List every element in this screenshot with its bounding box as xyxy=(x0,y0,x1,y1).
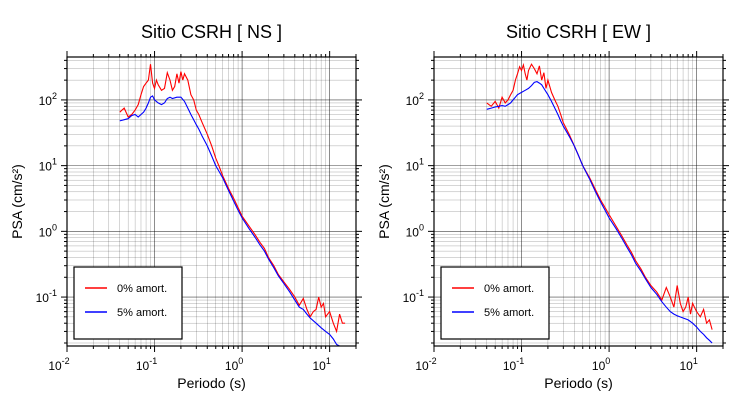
y-tick-label: 102 xyxy=(406,91,424,108)
legend: 0% amort. 5% amort. xyxy=(73,266,183,340)
x-tick-label: 100 xyxy=(592,356,610,373)
y-tick-label: 10-1 xyxy=(36,288,57,305)
axis-ticks: 10-2 10-1 100 101 10-1 100 101 102 xyxy=(403,51,729,373)
series-line-damped xyxy=(486,81,713,344)
x-tick-label: 10-2 xyxy=(48,356,69,373)
chart-title: Sitio CSRH [ EW ] xyxy=(506,22,651,42)
x-tick-label: 101 xyxy=(312,356,330,373)
y-tick-label: 100 xyxy=(39,222,57,239)
x-tick-label: 101 xyxy=(679,356,697,373)
plot-frame xyxy=(66,56,357,347)
legend-label: 0% amort. xyxy=(484,283,534,295)
y-tick-label: 101 xyxy=(39,157,57,174)
x-tick-label: 10-1 xyxy=(136,356,157,373)
y-axis-label: PSA (cm/s²) xyxy=(9,164,25,239)
chart-panel-2: 10-2 10-1 100 101 10-1 100 101 102 Sitio CSRH [ … xyxy=(376,22,729,391)
y-tick-label: 101 xyxy=(406,157,424,174)
x-axis-label: Periodo (s) xyxy=(544,375,612,391)
y-axis-label: PSA (cm/s²) xyxy=(376,164,392,239)
x-tick-label: 10-2 xyxy=(415,356,436,373)
series-line-damped xyxy=(119,95,346,346)
y-tick-label: 102 xyxy=(39,91,57,108)
legend-label: 0% amort. xyxy=(117,283,167,295)
legend-box xyxy=(73,266,183,340)
legend: 0% amort. 5% amort. xyxy=(440,266,550,340)
chart-panel-1: 10-2 10-1 100 101 10-1 100 101 102 Sitio CSRH [ … xyxy=(9,22,362,391)
y-tick-label: 100 xyxy=(406,222,424,239)
x-tick-label: 100 xyxy=(225,356,243,373)
x-tick-label: 10-1 xyxy=(503,356,524,373)
axis-ticks: 10-2 10-1 100 101 10-1 100 101 102 xyxy=(36,51,362,373)
legend-label: 5% amort. xyxy=(484,307,534,319)
y-tick-label: 10-1 xyxy=(403,288,424,305)
plot-frame xyxy=(433,56,724,347)
chart-title: Sitio CSRH [ NS ] xyxy=(141,22,282,42)
legend-label: 5% amort. xyxy=(117,307,167,319)
x-axis-label: Periodo (s) xyxy=(177,375,245,391)
legend-box xyxy=(440,266,550,340)
series-line-undamped xyxy=(119,64,346,334)
